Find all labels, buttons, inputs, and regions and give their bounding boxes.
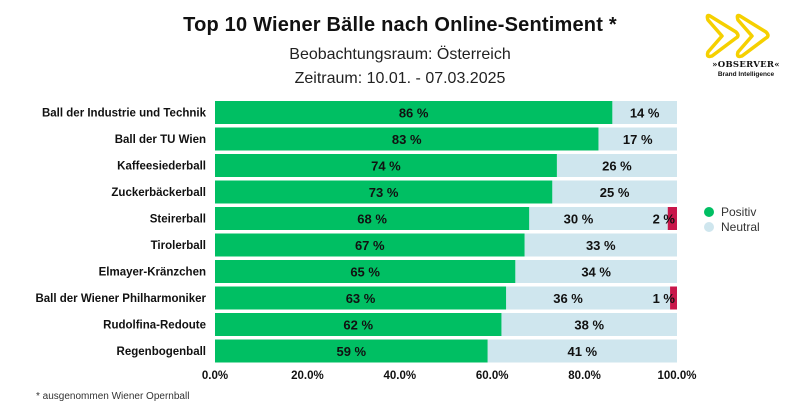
data-label-neutral: 17 % <box>623 132 653 147</box>
data-label-positiv: 68 % <box>357 212 387 227</box>
bar-positiv <box>215 260 516 283</box>
category-label: Ball der TU Wien <box>115 134 206 146</box>
x-tick-label: 60.0% <box>476 370 509 382</box>
data-label-positiv: 65 % <box>350 265 380 280</box>
bar-positiv <box>215 313 502 336</box>
category-label: Rudolfina-Redoute <box>103 320 206 332</box>
bar-neutral <box>529 207 668 230</box>
data-label-positiv: 83 % <box>392 132 422 147</box>
data-label-neutral: 26 % <box>602 159 632 174</box>
data-label-negativ: 1 % <box>653 291 676 306</box>
data-label-neutral: 33 % <box>586 238 616 253</box>
bar-positiv <box>215 233 525 257</box>
data-label-positiv: 86 % <box>399 106 429 121</box>
bar-positiv <box>215 286 507 310</box>
data-label-positiv: 62 % <box>343 318 373 333</box>
data-label-positiv: 73 % <box>369 185 399 200</box>
data-label-neutral: 34 % <box>581 265 611 280</box>
bar-neutral <box>501 313 677 336</box>
data-label-positiv: 74 % <box>371 159 401 174</box>
bar-neutral <box>506 286 671 310</box>
data-label-positiv: 63 % <box>346 291 376 306</box>
legend-label-positiv: Positiv <box>721 204 757 219</box>
data-label-neutral: 38 % <box>574 318 604 333</box>
bar-neutral <box>556 154 677 177</box>
data-label-neutral: 14 % <box>630 106 660 121</box>
footnote: * ausgenommen Wiener Opernball <box>36 391 190 402</box>
category-label: Ball der Wiener Philharmoniker <box>35 293 206 305</box>
bar-neutral <box>487 339 677 363</box>
bar-neutral <box>598 127 677 151</box>
bar-negativ <box>670 286 677 310</box>
category-label: Ball der Industrie und Technik <box>42 108 207 120</box>
x-tick-label: 100.0% <box>657 370 696 382</box>
data-label-neutral: 41 % <box>567 344 597 359</box>
bar-positiv <box>215 180 553 204</box>
legend-item-neutral: Neutral <box>704 219 760 234</box>
data-label-positiv: 59 % <box>336 344 366 359</box>
data-label-negativ: 2 % <box>653 212 676 227</box>
bar-neutral <box>612 101 677 124</box>
category-label: Zuckerbäckerball <box>111 187 206 199</box>
x-tick-label: 80.0% <box>568 370 601 382</box>
category-label: Elmayer-Kränzchen <box>99 267 206 279</box>
category-label: Kaffeesiederball <box>117 161 206 173</box>
chart-title: Top 10 Wiener Bälle nach Online-Sentimen… <box>183 14 617 36</box>
legend-swatch-neutral <box>704 221 714 232</box>
bar-positiv <box>215 339 488 363</box>
data-label-neutral: 25 % <box>600 185 630 200</box>
category-label: Regenbogenball <box>117 346 206 358</box>
bar-positiv <box>215 207 530 230</box>
bar-neutral <box>524 233 677 257</box>
data-label-neutral: 36 % <box>553 291 583 306</box>
data-label-neutral: 30 % <box>564 212 594 227</box>
category-label: Steirerball <box>150 214 206 226</box>
bar-neutral <box>515 260 677 283</box>
bar-positiv <box>215 154 557 177</box>
bar-positiv <box>215 101 613 124</box>
legend-swatch-positiv <box>704 206 714 217</box>
logo-name: »OBSERVER« <box>712 60 780 70</box>
legend-label-neutral: Neutral <box>721 219 760 234</box>
chart-subtitle-period: Zeitraum: 10.01. - 07.03.2025 <box>294 70 506 87</box>
bar-negativ <box>667 207 677 230</box>
category-label: Tirolerball <box>151 240 206 252</box>
observer-logo-icon <box>705 13 770 59</box>
data-label-positiv: 67 % <box>355 238 385 253</box>
legend-item-positiv: Positiv <box>704 204 760 219</box>
bar-neutral <box>552 180 677 204</box>
x-tick-label: 20.0% <box>291 370 324 382</box>
bar-positiv <box>215 127 599 151</box>
x-tick-label: 0.0% <box>202 370 228 382</box>
chart-legend: Positiv Neutral <box>704 204 760 234</box>
x-tick-label: 40.0% <box>383 370 416 382</box>
chart-subtitle-region: Beobachtungsraum: Österreich <box>289 46 511 63</box>
logo-tagline: Brand Intelligence <box>717 71 775 78</box>
